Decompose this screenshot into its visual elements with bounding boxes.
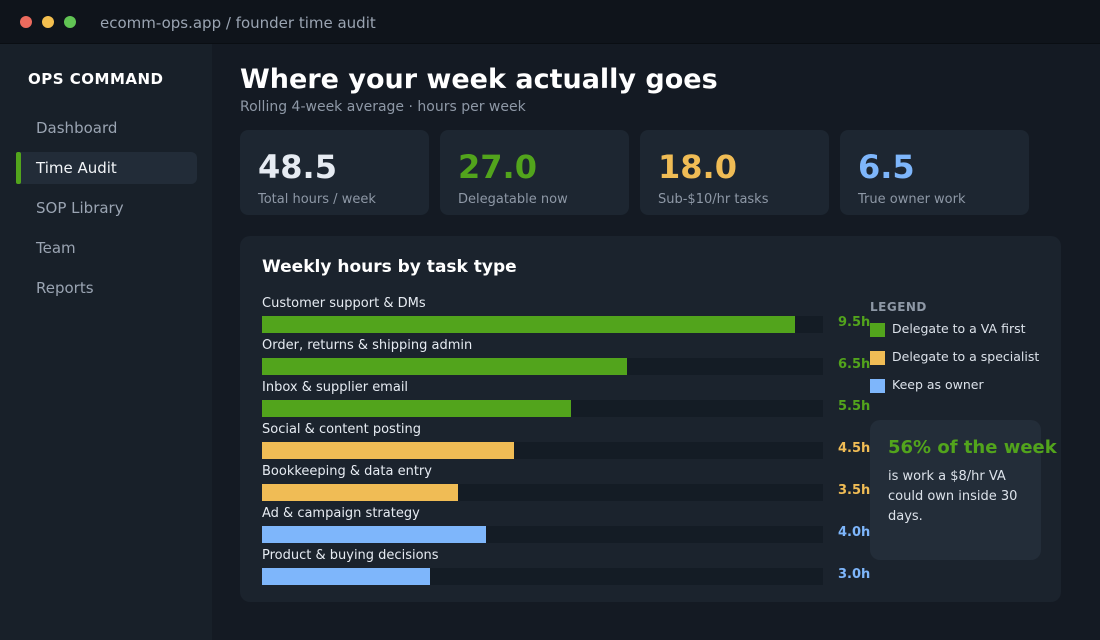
bar-value-label: 4.0h bbox=[838, 525, 871, 540]
bar-row: Order, returns & shipping admin 6.5h bbox=[262, 338, 872, 380]
bar bbox=[262, 442, 515, 459]
bar bbox=[262, 400, 571, 417]
sidebar-item-dashboard[interactable]: Dashboard bbox=[36, 119, 118, 137]
bar-track bbox=[262, 400, 823, 417]
bar-value-label: 3.0h bbox=[838, 567, 871, 582]
legend-item-specialist: Delegate to a specialist bbox=[870, 350, 1050, 378]
bar-chart: Customer support & DMs 9.5h Order, returns… bbox=[262, 296, 872, 590]
bar bbox=[262, 358, 627, 375]
sidebar-nav: Dashboard Time Audit SOP Library Team Re… bbox=[16, 112, 197, 312]
bar-value-label: 6.5h bbox=[838, 357, 871, 372]
bar bbox=[262, 484, 459, 501]
bar-row: Inbox & supplier email 5.5h bbox=[262, 380, 872, 422]
bar-track bbox=[262, 568, 823, 585]
stat-card-delegatable: 27.0 Delegatable now bbox=[440, 130, 629, 215]
bar-value-label: 3.5h bbox=[838, 483, 871, 498]
legend-swatch-owner bbox=[870, 379, 885, 393]
legend-swatch-va bbox=[870, 323, 885, 337]
bar-label: Inbox & supplier email bbox=[262, 380, 409, 395]
bar bbox=[262, 316, 795, 333]
bar-label: Bookkeeping & data entry bbox=[262, 464, 432, 479]
bar-track bbox=[262, 358, 823, 375]
stat-label: Sub-$10/hr tasks bbox=[658, 192, 769, 207]
minimize-window-icon[interactable] bbox=[42, 16, 54, 28]
stat-value: 18.0 bbox=[658, 148, 737, 186]
bar bbox=[262, 526, 487, 543]
bar-row: Ad & campaign strategy 4.0h bbox=[262, 506, 872, 548]
bar-row: Bookkeeping & data entry 3.5h bbox=[262, 464, 872, 506]
legend-item-va: Delegate to a VA first bbox=[870, 322, 1050, 350]
legend-label: Delegate to a VA first bbox=[892, 321, 1026, 336]
bar-label: Social & content posting bbox=[262, 422, 422, 437]
maximize-window-icon[interactable] bbox=[64, 16, 76, 28]
callout-headline: 56% of the week bbox=[888, 437, 1057, 458]
bar-value-label: 4.5h bbox=[838, 441, 871, 456]
stat-value: 27.0 bbox=[458, 148, 537, 186]
window-title: ecomm-ops.app / founder time audit bbox=[100, 14, 376, 32]
legend-title: LEGEND bbox=[870, 300, 927, 314]
page-title: Where your week actually goes bbox=[240, 64, 718, 95]
bar-label: Order, returns & shipping admin bbox=[262, 338, 473, 353]
window-titlebar: ecomm-ops.app / founder time audit bbox=[0, 0, 1100, 44]
sidebar-item-reports[interactable]: Reports bbox=[36, 279, 94, 297]
stat-label: Total hours / week bbox=[258, 192, 376, 207]
stat-label: Delegatable now bbox=[458, 192, 568, 207]
bar bbox=[262, 568, 431, 585]
stat-card-total-hours: 48.5 Total hours / week bbox=[240, 130, 429, 215]
brand-logo: OPS COMMAND bbox=[28, 70, 164, 88]
bar-row: Customer support & DMs 9.5h bbox=[262, 296, 872, 338]
legend-label: Keep as owner bbox=[892, 377, 984, 392]
sidebar: OPS COMMAND Dashboard Time Audit SOP Lib… bbox=[0, 44, 212, 640]
bar-row: Social & content posting 4.5h bbox=[262, 422, 872, 464]
legend: LEGEND Delegate to a VA first Delegate t… bbox=[870, 300, 1050, 406]
bar-track bbox=[262, 316, 823, 333]
bar-value-label: 5.5h bbox=[838, 399, 871, 414]
sidebar-item-time-audit[interactable]: Time Audit bbox=[16, 152, 197, 184]
callout-body: is work a $8/hr VA could own inside 30 d… bbox=[888, 469, 1018, 524]
stat-label: True owner work bbox=[858, 192, 966, 207]
bar-label: Product & buying decisions bbox=[262, 548, 439, 563]
bar-value-label: 9.5h bbox=[838, 315, 871, 330]
insight-callout: 56% of the week is work a $8/hr VA could… bbox=[870, 420, 1057, 560]
legend-label: Delegate to a specialist bbox=[892, 349, 1040, 364]
bar-row: Product & buying decisions 3.0h bbox=[262, 548, 872, 590]
stat-card-owner-work: 6.5 True owner work bbox=[840, 130, 1029, 215]
stat-value: 48.5 bbox=[258, 148, 337, 186]
legend-swatch-specialist bbox=[870, 351, 885, 365]
bar-track bbox=[262, 526, 823, 543]
sidebar-item-team[interactable]: Team bbox=[36, 239, 76, 257]
stat-card-sub-10-tasks: 18.0 Sub-$10/hr tasks bbox=[640, 130, 829, 215]
sidebar-item-sop-library[interactable]: SOP Library bbox=[36, 199, 124, 217]
close-window-icon[interactable] bbox=[20, 16, 32, 28]
chart-title: Weekly hours by task type bbox=[262, 257, 517, 277]
bar-track bbox=[262, 442, 823, 459]
stat-value: 6.5 bbox=[858, 148, 915, 186]
page-subtitle: Rolling 4-week average · hours per week bbox=[240, 99, 526, 115]
bar-track bbox=[262, 484, 823, 501]
bar-label: Customer support & DMs bbox=[262, 296, 426, 311]
bar-label: Ad & campaign strategy bbox=[262, 506, 420, 521]
legend-item-owner: Keep as owner bbox=[870, 378, 1050, 406]
chart-panel: Weekly hours by task type Customer suppo… bbox=[240, 236, 1061, 602]
